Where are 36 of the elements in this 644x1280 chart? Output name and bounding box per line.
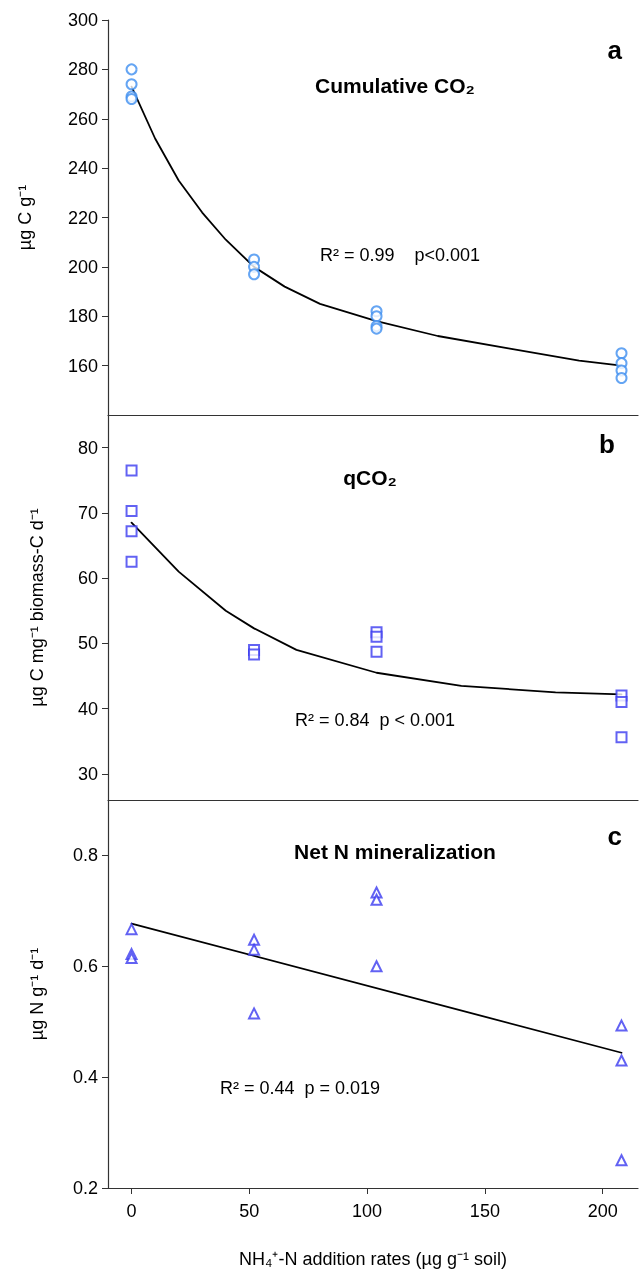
x-tick-label: 150	[469, 1201, 500, 1221]
text: qCO₂	[343, 466, 397, 489]
y-tick-label: 30	[77, 763, 98, 784]
annotation: R² = 0.84 p < 0.001	[294, 710, 456, 730]
x-axis-title: NH₄⁺-N addition rates (µg g⁻¹ soil)	[239, 1249, 507, 1269]
x-tick-label: 100	[352, 1201, 383, 1221]
y-axis-title: µg N g⁻¹ d⁻¹	[27, 947, 47, 1041]
y-axis-title: µg C mg⁻¹ biomass-C d⁻¹	[27, 508, 47, 707]
annotation: R² = 0.99 p<0.001	[319, 245, 481, 265]
y-tick-label: 200	[67, 256, 98, 277]
x-tick-label: 200	[587, 1201, 618, 1221]
y-tick-label: 0.6	[72, 956, 98, 977]
y-tick-label: 0.2	[72, 1178, 98, 1198]
text: Net N mineralization	[294, 840, 496, 863]
y-tick-label: 40	[77, 698, 98, 719]
y-tick-label: 240	[67, 158, 98, 179]
x-tick-label: 50	[239, 1201, 260, 1221]
y-tick-label: 50	[77, 633, 98, 654]
text: Cumulative CO₂	[315, 74, 475, 97]
y-tick-label: 60	[77, 568, 98, 589]
annotation: a	[607, 35, 623, 65]
annotation: b	[599, 429, 615, 459]
y-tick-label: 300	[67, 10, 98, 30]
y-tick-label: 180	[67, 306, 98, 327]
y-tick-label: 220	[67, 207, 98, 228]
y-tick-label: 260	[67, 108, 98, 129]
y-axis-title: µg C g⁻¹	[15, 184, 35, 251]
y-tick-label: 280	[67, 59, 98, 80]
y-tick-label: 80	[77, 437, 98, 458]
y-tick-label: 70	[77, 502, 98, 523]
y-tick-label: 160	[67, 355, 98, 376]
y-tick-label: 0.4	[72, 1067, 98, 1088]
annotation: c	[607, 821, 622, 851]
x-tick-label: 0	[126, 1201, 137, 1221]
y-tick-label: 0.8	[72, 845, 98, 866]
annotation: R² = 0.44 p = 0.019	[219, 1078, 381, 1098]
